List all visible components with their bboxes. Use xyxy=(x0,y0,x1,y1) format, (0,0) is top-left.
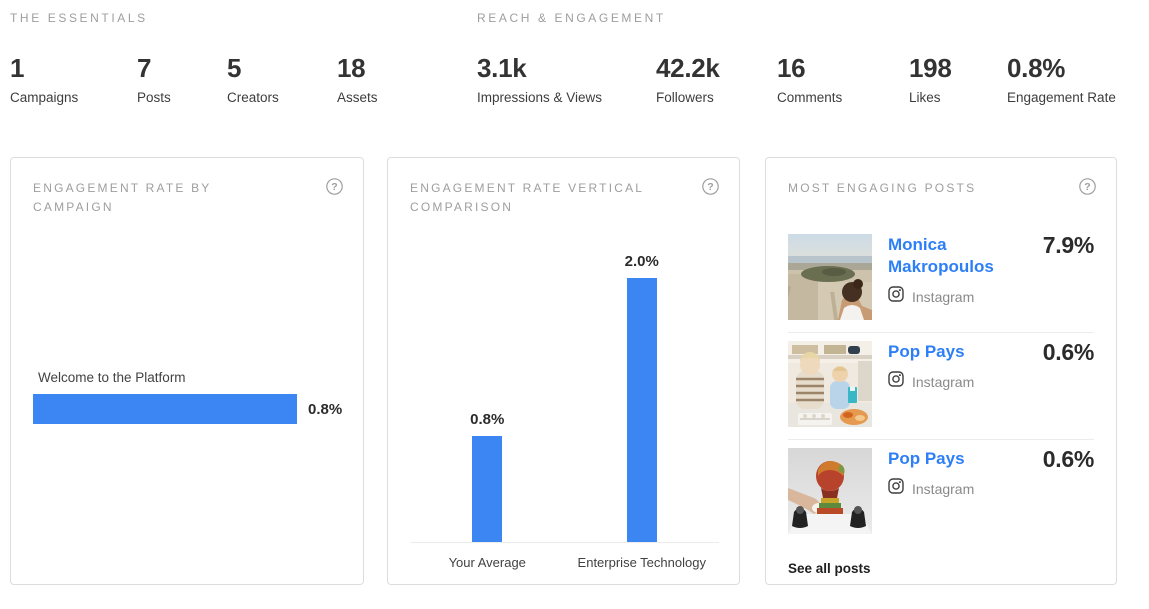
stat-assets: 18 Assets xyxy=(337,53,378,105)
stat-assets-value: 18 xyxy=(337,53,366,83)
campaign-bar-group: Welcome to the Platform 0.8% xyxy=(33,370,343,424)
post-engagement-value: 0.6% xyxy=(1042,446,1095,472)
campaign-bar-value: 0.8% xyxy=(308,400,343,418)
stat-impressions-label: Impressions & Views xyxy=(477,90,603,105)
stat-likes: 198 Likes xyxy=(909,53,952,105)
stat-campaigns-value: 1 xyxy=(10,53,25,83)
svg-text:?: ? xyxy=(707,181,713,193)
stat-engagement-label: Engagement Rate xyxy=(1007,90,1116,105)
instagram-icon xyxy=(888,478,904,499)
stat-assets-label: Assets xyxy=(337,90,378,105)
stat-campaigns-label: Campaigns xyxy=(10,90,79,105)
stat-impressions-views: 3.1k Impressions & Views xyxy=(477,53,602,105)
stat-followers-label: Followers xyxy=(656,90,714,105)
post-thumbnail-kids-kitchen[interactable] xyxy=(788,341,872,427)
post-creator-link[interactable]: Pop Pays xyxy=(888,449,965,468)
post-platform-label: Instagram xyxy=(912,480,975,497)
post-creator-link[interactable]: Monica Makropoulos xyxy=(888,235,994,277)
post-platform-label: Instagram xyxy=(912,373,975,390)
help-circle-icon[interactable]: ? xyxy=(702,178,719,200)
card-engagement-rate-vertical-comparison: ENGAGEMENT RATE VERTICAL COMPARISON ? 0.… xyxy=(387,157,740,585)
vchart-bar-your-average[interactable] xyxy=(472,436,503,542)
help-circle-icon[interactable]: ? xyxy=(326,178,343,200)
help-circle-icon[interactable]: ? xyxy=(1079,178,1096,200)
vchart-category-your-average: Your Average xyxy=(448,555,526,570)
post-row: Pop Pays Instagram 0.6% xyxy=(788,439,1094,546)
stat-likes-label: Likes xyxy=(909,90,941,105)
instagram-icon xyxy=(888,286,904,307)
svg-text:?: ? xyxy=(1084,181,1090,193)
vchart-value-your-average: 0.8% xyxy=(470,411,505,428)
campaign-bar-fill[interactable] xyxy=(33,394,297,424)
stat-followers: 42.2k Followers xyxy=(656,53,720,105)
section-heading-essentials: THE ESSENTIALS xyxy=(10,11,148,25)
vchart-category-enterprise-technology: Enterprise Technology xyxy=(577,555,706,570)
post-thumbnail-athens-cityscape[interactable] xyxy=(788,234,872,320)
posts-list: Monica Makropoulos Instagram 7.9% xyxy=(788,232,1095,576)
card-most-engaging-posts: MOST ENGAGING POSTS ? xyxy=(765,157,1117,585)
vchart-column-your-average: 0.8% xyxy=(410,411,565,542)
stat-comments-label: Comments xyxy=(777,90,843,105)
card-engagement-rate-by-campaign: ENGAGEMENT RATE BY CAMPAIGN ? Welcome to… xyxy=(10,157,364,585)
stat-comments-value: 16 xyxy=(777,53,806,83)
post-engagement-value: 0.6% xyxy=(1042,339,1095,365)
vchart-column-enterprise-technology: 2.0% xyxy=(565,253,720,542)
stat-creators: 5 Creators xyxy=(227,53,279,105)
campaign-bar-label: Welcome to the Platform xyxy=(38,370,186,385)
svg-text:?: ? xyxy=(331,181,337,193)
stat-impressions-value: 3.1k xyxy=(477,53,527,83)
stat-comments: 16 Comments xyxy=(777,53,842,105)
vchart-value-enterprise-technology: 2.0% xyxy=(624,253,659,270)
section-heading-reach: REACH & ENGAGEMENT xyxy=(477,11,666,25)
stat-likes-value: 198 xyxy=(909,53,952,83)
post-row: Monica Makropoulos Instagram 7.9% xyxy=(788,232,1095,332)
vchart-bar-enterprise-technology[interactable] xyxy=(626,278,657,542)
post-thumbnail-colorful-bust[interactable] xyxy=(788,448,872,534)
stat-creators-value: 5 xyxy=(227,53,242,83)
post-platform-label: Instagram xyxy=(912,288,975,305)
stat-posts: 7 Posts xyxy=(137,53,171,105)
instagram-icon xyxy=(888,371,904,392)
post-creator-link[interactable]: Pop Pays xyxy=(888,342,965,361)
card-vertical-title: ENGAGEMENT RATE VERTICAL COMPARISON xyxy=(410,181,644,214)
campaign-bar-track xyxy=(33,394,297,424)
stat-campaigns: 1 Campaigns xyxy=(10,53,78,105)
stat-engagement-value: 0.8% xyxy=(1007,53,1066,83)
post-row: Pop Pays Instagram 0.6% xyxy=(788,332,1094,439)
vertical-comparison-chart: 0.8% 2.0% Your Average Enterprise Techno… xyxy=(410,245,719,570)
stat-engagement-rate: 0.8% Engagement Rate xyxy=(1007,53,1116,105)
see-all-posts-link[interactable]: See all posts xyxy=(788,561,871,576)
card-posts-title: MOST ENGAGING POSTS xyxy=(788,181,977,195)
stat-creators-label: Creators xyxy=(227,90,279,105)
post-engagement-value: 7.9% xyxy=(1042,232,1095,258)
stat-posts-label: Posts xyxy=(137,90,171,105)
card-campaign-title: ENGAGEMENT RATE BY CAMPAIGN xyxy=(33,181,212,214)
stat-followers-value: 42.2k xyxy=(656,53,720,83)
stat-posts-value: 7 xyxy=(137,53,152,83)
